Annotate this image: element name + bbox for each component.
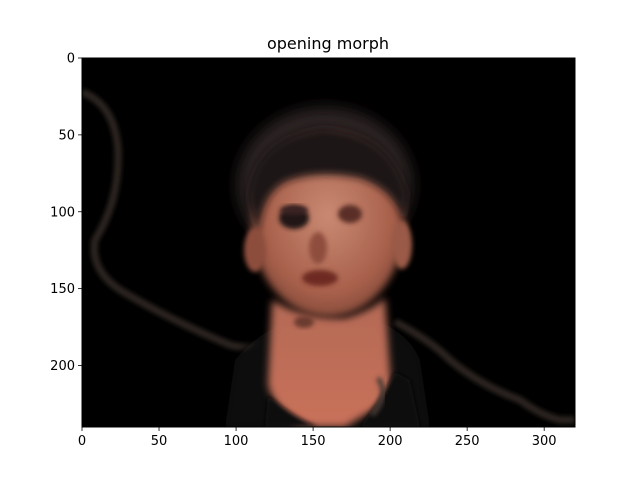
y-tick-label: 50 xyxy=(58,128,75,143)
x-tick-label: 100 xyxy=(224,434,249,449)
nose xyxy=(309,232,327,264)
y-tick-label: 200 xyxy=(50,359,75,374)
ear-left xyxy=(244,228,266,272)
y-tick-label: 150 xyxy=(50,282,75,297)
x-tick-label: 150 xyxy=(301,434,326,449)
eye-right xyxy=(338,205,362,223)
ear-right xyxy=(392,221,412,269)
x-tick-label: 200 xyxy=(378,434,403,449)
image-content xyxy=(82,58,575,427)
y-axis: 0 50 100 150 200 xyxy=(50,52,82,374)
hair xyxy=(248,128,408,235)
collar-left xyxy=(265,395,318,427)
chart-title: opening morph xyxy=(267,34,389,53)
x-tick-label: 50 xyxy=(151,434,168,449)
x-axis: 0 50 100 150 200 250 300 xyxy=(78,427,557,449)
mouth xyxy=(302,270,338,286)
y-tick-label: 0 xyxy=(67,52,75,67)
chin-shadow xyxy=(294,316,314,328)
left-contour-glow xyxy=(82,88,264,351)
y-tick-label: 100 xyxy=(50,205,75,220)
x-tick-label: 250 xyxy=(455,434,480,449)
plot-area xyxy=(82,58,575,427)
collar-highlight xyxy=(370,376,386,417)
plot-frame xyxy=(81,57,576,428)
neck xyxy=(268,298,392,427)
eyebrow-left xyxy=(280,205,308,215)
x-tick-label: 300 xyxy=(532,434,557,449)
x-tick-label: 0 xyxy=(78,434,86,449)
right-contour-glow xyxy=(393,318,575,424)
